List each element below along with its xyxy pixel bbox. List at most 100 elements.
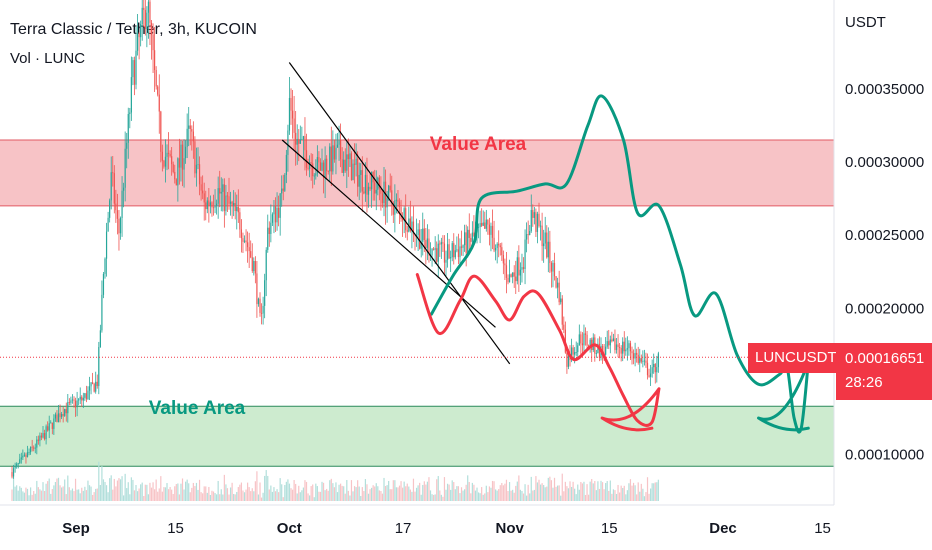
volume-bar (57, 477, 60, 501)
volume-bar (259, 482, 261, 501)
candle-body (205, 202, 207, 210)
candle-body (175, 179, 177, 186)
volume-bar (476, 487, 478, 501)
volume-bar (454, 489, 456, 501)
candle-body (98, 347, 100, 387)
candle-body (651, 367, 653, 374)
volume-bar (595, 490, 597, 501)
candle-body (453, 243, 455, 258)
candle-body (250, 251, 252, 258)
candle-body (456, 249, 458, 251)
volume-bar (518, 475, 520, 501)
candle-body (93, 383, 95, 392)
candle-body (560, 298, 562, 303)
volume-bar (195, 482, 198, 501)
candle-body (468, 229, 470, 238)
volume-bar (95, 488, 97, 501)
volume-bar (479, 493, 481, 501)
volume-bar (381, 493, 384, 501)
volume-bar (285, 481, 287, 501)
volume-bar (355, 487, 357, 501)
candle-body (612, 338, 615, 342)
candle-body (169, 153, 171, 157)
volume-bar (28, 495, 30, 501)
candle-body (388, 185, 390, 199)
volume-bar (155, 479, 157, 501)
volume-bar (499, 485, 501, 501)
volume-bar (516, 481, 518, 501)
volume-bar (442, 496, 444, 501)
candle-body (226, 195, 229, 197)
candle-body (353, 163, 356, 165)
volume-bar (502, 485, 504, 501)
candle-body (64, 409, 66, 416)
candle-body (180, 144, 182, 168)
candle-body (167, 152, 170, 154)
volume-bar (216, 494, 218, 501)
candle-body (141, 7, 143, 25)
volume-bar (363, 491, 365, 501)
volume-bar (372, 485, 374, 501)
candle-body (646, 362, 649, 376)
price-tick-label: 0.00025000 (845, 227, 924, 244)
volume-bar (521, 490, 523, 501)
time-tick-label: 15 (814, 520, 831, 537)
volume-bar (62, 486, 64, 501)
candle-body (349, 153, 351, 160)
volume-bar (333, 487, 336, 501)
candle-body (166, 152, 168, 157)
price-tick-label: 0.00035000 (845, 81, 924, 98)
candle-body (473, 232, 475, 236)
candle-body (144, 9, 146, 30)
candle-body (105, 231, 108, 259)
candle-body (498, 243, 500, 246)
candle-body (434, 248, 436, 250)
candle-body (319, 162, 322, 171)
candle-body (566, 352, 568, 367)
candle-body (395, 199, 398, 201)
volume-bar (163, 487, 165, 501)
volume-bar (360, 495, 362, 501)
candle-body (479, 223, 481, 227)
volume-bar (250, 491, 252, 501)
volume-bar (11, 489, 13, 501)
candle-body (223, 184, 225, 211)
volume-bar (522, 493, 525, 501)
volume-bar (394, 480, 396, 501)
time-axis[interactable]: Sep 15 Oct 17 Nov 15 Dec 15 (62, 520, 831, 537)
candle-body (28, 452, 30, 453)
volume-bar (264, 475, 266, 501)
volume-bar (161, 491, 163, 501)
volume-bar (23, 492, 26, 501)
volume-bar (192, 482, 194, 501)
volume-bar (273, 487, 275, 501)
candle-body (454, 250, 456, 258)
candle-body (158, 94, 160, 112)
volume-bar (482, 494, 484, 501)
volume-bar (138, 488, 140, 501)
candle-body (504, 263, 506, 266)
candle-body (237, 206, 239, 213)
candle-body (191, 129, 193, 132)
price-axis[interactable]: 0.00035000 0.00030000 0.00025000 0.00020000… (845, 81, 924, 464)
candle-body (178, 158, 181, 168)
volume-bar (327, 490, 329, 501)
volume-bar (178, 494, 181, 501)
candle-body (16, 463, 18, 467)
candle-body (316, 157, 318, 174)
candle-body (181, 144, 184, 170)
symbol-tag: LUNCUSDT (748, 343, 844, 373)
volume-bar (603, 489, 605, 501)
volume-bar (74, 478, 77, 501)
volume-bar (144, 484, 146, 501)
candle-body (499, 245, 501, 248)
volume-bar (154, 489, 156, 501)
candle-body (99, 330, 101, 348)
candle-body (465, 232, 467, 253)
volume-bar (557, 485, 559, 501)
volume-bar (364, 479, 367, 501)
candle-body (104, 258, 106, 274)
volume-bar (265, 470, 267, 501)
volume-bar (284, 485, 286, 501)
